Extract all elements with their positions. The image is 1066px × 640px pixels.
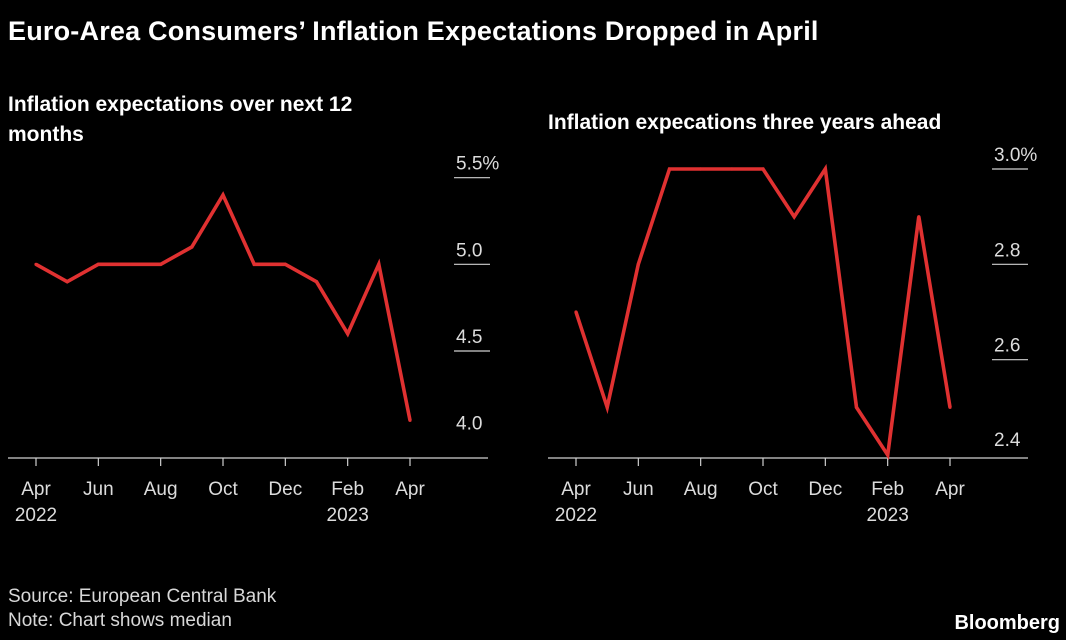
data-point — [917, 215, 921, 219]
data-point — [699, 167, 703, 171]
x-tick-label: Aug — [684, 479, 718, 500]
y-tick-label: 4.0 — [456, 414, 482, 435]
data-point — [574, 310, 578, 314]
x-tick-label: Aug — [144, 479, 178, 500]
data-point — [221, 193, 225, 197]
data-point — [823, 167, 827, 171]
x-tick-label: Apr — [935, 479, 965, 500]
x-tick-label: Feb — [871, 479, 904, 500]
right-chart-title: Inflation expecations three years ahead — [548, 111, 942, 134]
source-note: Source: European Central Bank — [8, 586, 277, 607]
y-tick-label: 2.6 — [994, 336, 1020, 357]
data-point — [667, 167, 672, 171]
y-tick-label: 3.0% — [994, 145, 1037, 166]
x-tick-label: Apr — [561, 479, 591, 500]
x-tick-label: Dec — [808, 479, 842, 500]
data-point — [314, 280, 319, 284]
data-point — [408, 418, 412, 422]
y-tick-label: 5.0 — [456, 240, 482, 261]
x-tick-year-label: 2022 — [15, 505, 57, 526]
y-tick-label: 5.5% — [456, 154, 499, 175]
data-point — [65, 280, 69, 284]
data-point — [377, 262, 381, 266]
data-point — [761, 167, 765, 171]
x-tick-label: Apr — [395, 479, 425, 500]
series-line — [574, 163, 952, 461]
x-tick-label: Apr — [21, 479, 51, 500]
y-tick-label: 4.5 — [456, 327, 482, 348]
x-tick-label: Jun — [83, 479, 114, 500]
data-point — [730, 167, 734, 171]
x-tick-label: Feb — [331, 479, 364, 500]
bloomberg-logo: Bloomberg — [954, 612, 1060, 634]
data-point — [792, 215, 796, 219]
data-point — [190, 245, 194, 249]
data-point — [886, 453, 890, 457]
x-tick-year-label: 2022 — [555, 505, 597, 526]
data-point — [605, 405, 609, 409]
data-point — [283, 262, 287, 266]
x-tick-label: Oct — [748, 479, 778, 500]
y-tick-label: 2.4 — [994, 430, 1021, 451]
page-title: Euro-Area Consumers’ Inflation Expectati… — [8, 16, 819, 46]
data-point — [252, 262, 256, 266]
data-point — [346, 332, 350, 336]
data-point — [127, 262, 132, 266]
data-point — [854, 405, 859, 409]
x-tick-label: Oct — [208, 479, 238, 500]
left-chart-title: Inflation expectations over next 12 mont… — [8, 93, 353, 146]
y-tick-label: 2.8 — [994, 240, 1020, 261]
data-point — [34, 262, 38, 266]
x-tick-year-label: 2023 — [867, 505, 909, 526]
x-tick-year-label: 2023 — [327, 505, 369, 526]
data-point — [96, 262, 100, 266]
chart-note: Note: Chart shows median — [8, 610, 232, 631]
data-point — [948, 405, 952, 409]
x-tick-label: Dec — [268, 479, 302, 500]
data-point — [636, 262, 640, 266]
data-point — [159, 262, 163, 266]
x-tick-label: Jun — [623, 479, 654, 500]
